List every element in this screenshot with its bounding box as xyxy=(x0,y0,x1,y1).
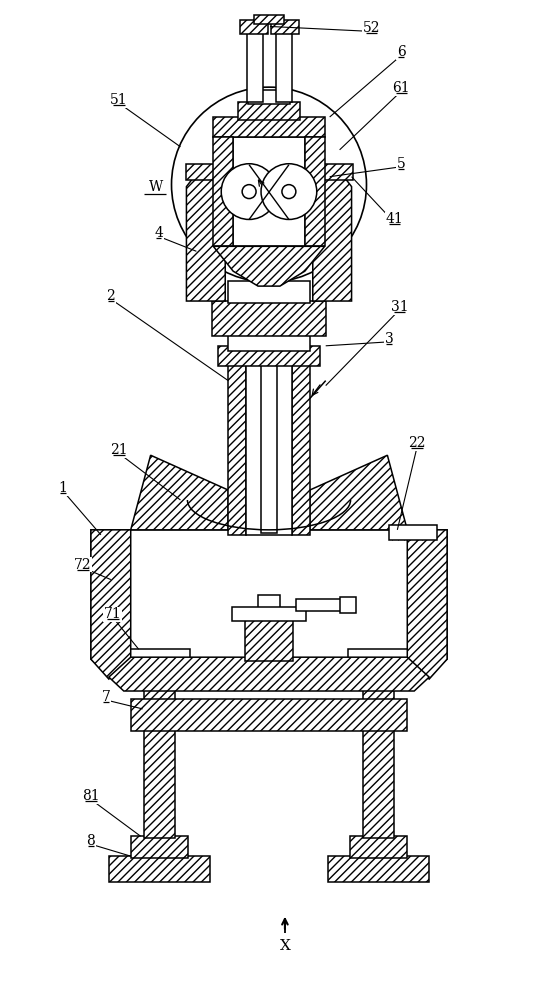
Bar xyxy=(131,699,407,731)
Bar xyxy=(271,20,299,34)
Polygon shape xyxy=(91,530,131,679)
Text: 5: 5 xyxy=(397,157,406,171)
Bar xyxy=(228,333,310,351)
Text: 71: 71 xyxy=(104,607,122,621)
Bar xyxy=(228,281,310,303)
Bar xyxy=(246,351,292,535)
Bar xyxy=(233,137,305,246)
Bar xyxy=(245,611,293,661)
Bar xyxy=(339,597,356,613)
Text: 2: 2 xyxy=(107,289,115,303)
Bar xyxy=(213,301,325,336)
Bar xyxy=(390,525,437,540)
Polygon shape xyxy=(407,530,447,679)
Bar xyxy=(109,856,210,882)
Bar xyxy=(276,32,292,102)
Bar xyxy=(328,856,429,882)
Text: 52: 52 xyxy=(363,21,380,35)
Bar xyxy=(144,659,175,838)
Polygon shape xyxy=(131,455,228,530)
Polygon shape xyxy=(310,455,407,530)
Text: 3: 3 xyxy=(385,332,394,346)
Circle shape xyxy=(282,185,296,199)
Polygon shape xyxy=(313,174,351,301)
Text: 61: 61 xyxy=(393,81,410,95)
Bar xyxy=(350,836,407,858)
Bar xyxy=(261,359,277,533)
Text: 4: 4 xyxy=(154,226,163,240)
Bar xyxy=(258,595,280,614)
Polygon shape xyxy=(187,174,225,301)
Text: 7: 7 xyxy=(101,690,110,704)
Bar xyxy=(218,346,320,366)
Bar xyxy=(305,137,325,246)
Bar xyxy=(228,351,246,535)
Bar xyxy=(247,32,263,102)
Bar xyxy=(313,164,352,180)
Text: W: W xyxy=(148,180,162,194)
Text: 72: 72 xyxy=(74,558,92,572)
Bar xyxy=(248,90,290,104)
Circle shape xyxy=(261,164,317,219)
Text: 41: 41 xyxy=(385,212,403,226)
Polygon shape xyxy=(213,246,325,286)
Text: X: X xyxy=(279,939,291,953)
Bar xyxy=(187,164,226,180)
Circle shape xyxy=(242,185,256,199)
Bar xyxy=(254,15,284,24)
Bar xyxy=(131,836,188,858)
Text: 8: 8 xyxy=(87,834,95,848)
Polygon shape xyxy=(91,530,447,689)
Text: 21: 21 xyxy=(110,443,128,457)
Text: 22: 22 xyxy=(408,436,426,450)
Text: 1: 1 xyxy=(59,481,67,495)
Text: 81: 81 xyxy=(82,789,100,803)
Polygon shape xyxy=(109,657,429,691)
Bar xyxy=(129,649,190,667)
Bar xyxy=(213,117,325,137)
Text: 6: 6 xyxy=(397,45,406,59)
Text: 31: 31 xyxy=(391,300,408,314)
Text: 51: 51 xyxy=(110,93,128,107)
Bar xyxy=(363,659,394,838)
Bar xyxy=(238,102,300,120)
Bar xyxy=(296,599,345,611)
Bar xyxy=(240,20,268,34)
Bar xyxy=(292,351,310,535)
Bar xyxy=(213,137,233,246)
Circle shape xyxy=(221,164,277,219)
Bar xyxy=(232,607,306,621)
Bar xyxy=(348,649,409,667)
